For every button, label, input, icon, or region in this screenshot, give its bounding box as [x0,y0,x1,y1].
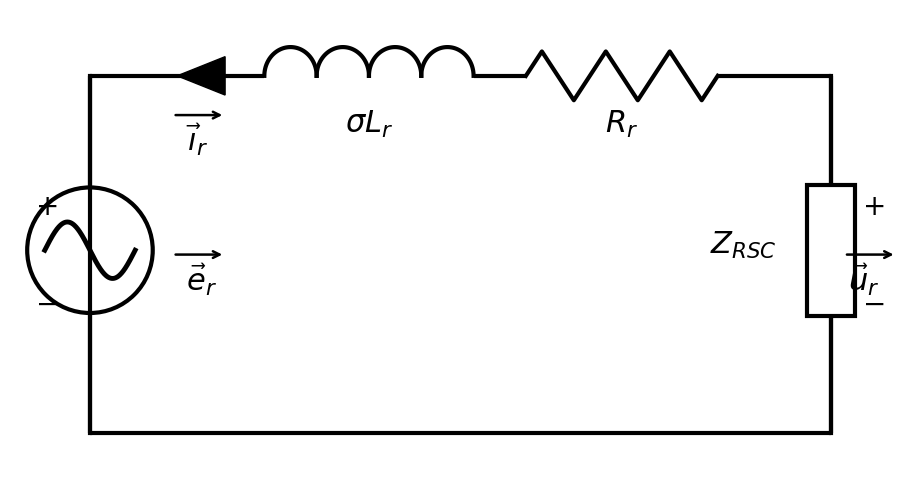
Polygon shape [177,57,225,95]
Text: $+$: $+$ [862,193,884,221]
Text: $\vec{e}_r$: $\vec{e}_r$ [186,262,216,298]
Text: $\sigma L_r$: $\sigma L_r$ [344,109,393,140]
Text: $-$: $-$ [862,290,884,318]
Text: $+$: $+$ [35,193,57,221]
Text: $\vec{\imath}_r$: $\vec{\imath}_r$ [186,122,208,158]
Text: $Z_{RSC}$: $Z_{RSC}$ [710,230,777,261]
Text: $\vec{u}_r$: $\vec{u}_r$ [848,262,880,298]
Text: $-$: $-$ [35,290,57,318]
Text: $R_r$: $R_r$ [605,109,638,140]
Bar [807,185,855,315]
